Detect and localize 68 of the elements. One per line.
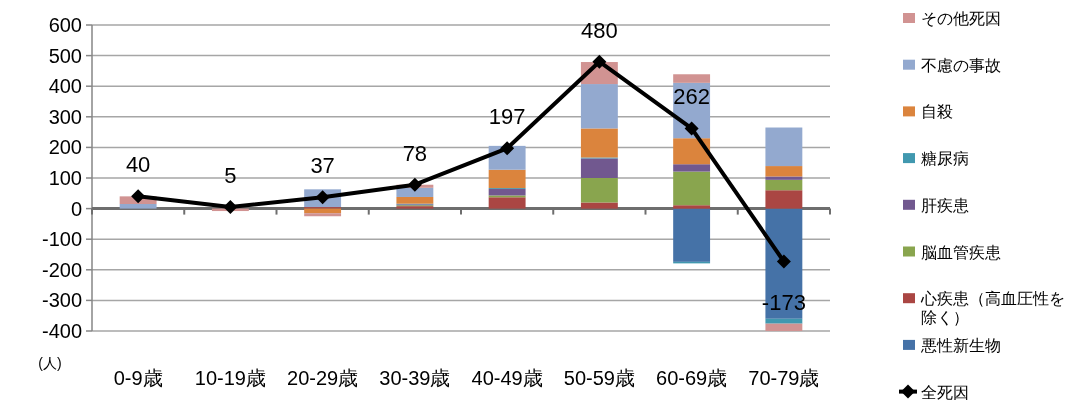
bar: [580, 202, 618, 209]
legend-label: 自殺: [921, 103, 953, 121]
bar: [488, 169, 526, 189]
bar: [673, 205, 711, 209]
x-tick-label: 0-9歳: [113, 367, 163, 389]
point: [500, 141, 515, 156]
data-label: 5: [224, 163, 237, 189]
point: [592, 54, 607, 69]
y-tick-label: 600: [48, 14, 82, 36]
bar: [580, 84, 618, 129]
x-tick-label: 20-29歳: [287, 367, 359, 389]
bar: [765, 176, 803, 180]
bar: [765, 323, 803, 331]
legend-label: 肝疾患: [921, 196, 969, 214]
bar: [304, 213, 342, 217]
x-tick-label: 60-69歳: [656, 367, 728, 389]
x-tick-label: 50-59歳: [563, 367, 635, 389]
y-tick-label: -200: [41, 258, 82, 281]
bar: [765, 179, 803, 191]
legend-label: 糖尿病: [921, 150, 969, 168]
y-tick-label: 100: [48, 167, 82, 189]
bar: [765, 127, 803, 167]
bar: [673, 208, 711, 262]
point: [407, 177, 422, 192]
bar: [396, 196, 434, 204]
y-tick-label: 300: [48, 105, 82, 128]
x-tick-label: 30-39歳: [379, 367, 451, 389]
data-label: 78: [402, 140, 428, 166]
bar: [119, 204, 157, 209]
bar: [580, 158, 618, 178]
data-label: 480: [581, 17, 618, 43]
y-tick-label: -300: [41, 289, 82, 312]
y-tick-label: 500: [48, 44, 82, 67]
legend-label: 脳血管疾患: [921, 243, 1001, 261]
data-label: 262: [673, 84, 710, 110]
bar: [488, 197, 526, 209]
x-tick-label: 10-19歳: [194, 367, 266, 389]
legend-label: 心疾患（高血圧性を除く）: [920, 290, 1065, 327]
legend-label: 全死因: [921, 383, 969, 401]
y-tick-label: 400: [48, 75, 82, 98]
y-tick-label: -100: [41, 228, 82, 251]
point: [684, 121, 699, 136]
bar: [396, 187, 434, 197]
legend-label: その他死因: [921, 10, 1001, 27]
point: [131, 189, 146, 204]
bar: [765, 318, 803, 324]
bar: [673, 138, 711, 165]
bar: [765, 166, 803, 177]
legend-label: 悪性新生物: [920, 336, 1001, 354]
x-tick-label: 40-49歳: [471, 367, 543, 389]
y-tick-label: -400: [41, 320, 82, 342]
point: [776, 254, 791, 269]
bar: [673, 171, 711, 206]
bar: [765, 190, 803, 209]
data-label: 40: [125, 152, 151, 178]
bar: [673, 164, 711, 172]
y-tick-label: 0: [70, 197, 82, 220]
legend-label: 不慮の事故: [921, 56, 1001, 74]
bar: [580, 128, 618, 158]
bar: [488, 189, 526, 196]
y-axis-title: (人): [38, 355, 62, 371]
point: [223, 200, 238, 215]
x-tick-label: 70-79歳: [748, 367, 820, 389]
bar: [580, 178, 618, 203]
data-label: 37: [310, 153, 335, 179]
data-label: 197: [488, 104, 526, 130]
bar: [673, 74, 711, 83]
y-tick-label: 200: [48, 136, 82, 159]
